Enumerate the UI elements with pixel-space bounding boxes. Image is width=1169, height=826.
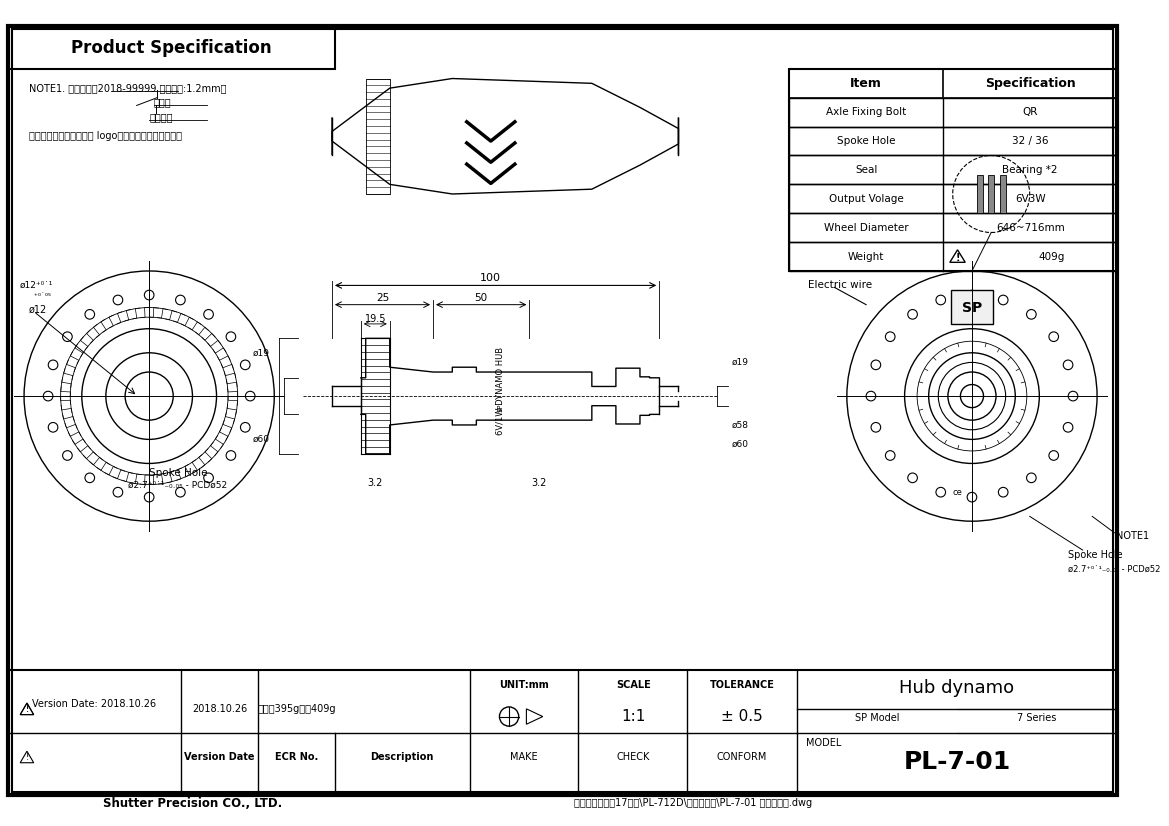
Text: NOTE1: NOTE1 (1116, 530, 1149, 541)
Text: 50: 50 (475, 293, 487, 303)
Text: Electric wire: Electric wire (809, 280, 872, 291)
Text: 雷刻方式：正反兩面不同 logo，雷刻圖樣須符合圖面。: 雷刻方式：正反兩面不同 logo，雷刻圖樣須符合圖面。 (29, 131, 182, 141)
Text: ce: ce (953, 488, 962, 496)
Text: 3.2: 3.2 (367, 477, 383, 487)
Text: 設計部機構設計17系列\PL-712D\產品規格圖\PL-7-01 成品規格圖.dwg: 設計部機構設計17系列\PL-712D\產品規格圖\PL-7-01 成品規格圖.… (574, 798, 812, 808)
Bar (789, 69, 1118, 97)
Text: QR: QR (1023, 107, 1038, 117)
Bar (789, 126, 1118, 155)
Bar (789, 213, 1118, 242)
Bar (789, 242, 1118, 271)
Bar (8, 26, 334, 69)
Text: Wheel Diameter: Wheel Diameter (824, 223, 908, 233)
Bar (789, 69, 1118, 271)
Text: PL-7-01: PL-7-01 (904, 750, 1011, 774)
Text: ø19: ø19 (732, 358, 748, 367)
Text: 6V/1W DYNAMO HUB: 6V/1W DYNAMO HUB (496, 347, 505, 435)
Text: Version Date: Version Date (185, 752, 255, 762)
Bar (789, 184, 1118, 213)
Text: ø58: ø58 (732, 420, 748, 430)
Bar (789, 97, 1118, 126)
Text: Product Specification: Product Specification (71, 39, 271, 57)
Text: Spoke Hole: Spoke Hole (1068, 550, 1122, 560)
Bar (366, 78, 389, 194)
Text: Description: Description (371, 752, 434, 762)
Text: !: ! (26, 705, 28, 714)
Text: 32 / 36: 32 / 36 (1012, 136, 1049, 146)
Text: Spoke Hole: Spoke Hole (837, 136, 895, 146)
Text: SP Model: SP Model (855, 714, 899, 724)
Text: SP: SP (498, 403, 504, 412)
Text: ø2.7⁺⁰˙¹₋₀.₀₅ - PCDø52: ø2.7⁺⁰˙¹₋₀.₀₅ - PCDø52 (129, 481, 228, 490)
Text: ± 0.5: ± 0.5 (721, 709, 763, 724)
Text: MODEL: MODEL (807, 738, 842, 748)
Text: 19.5: 19.5 (365, 314, 386, 324)
Text: 重量由395g變更409g: 重量由395g變更409g (257, 704, 336, 714)
Text: 646~716mm: 646~716mm (996, 223, 1065, 233)
Text: Specification: Specification (984, 77, 1075, 90)
Text: Shutter Precision CO., LTD.: Shutter Precision CO., LTD. (103, 796, 282, 809)
Text: 7 Series: 7 Series (1017, 714, 1057, 724)
Text: 出廠年份: 出廠年份 (150, 112, 173, 122)
Text: !: ! (26, 705, 28, 714)
Text: TOLERANCE: TOLERANCE (710, 680, 774, 690)
Text: ø2.7⁺⁰˙¹₋₀.₀₅ - PCDø52: ø2.7⁺⁰˙¹₋₀.₀₅ - PCDø52 (1068, 565, 1161, 574)
Text: MAKE: MAKE (510, 752, 538, 762)
Bar (988, 175, 994, 213)
Text: ⁺⁰˙⁰⁵: ⁺⁰˙⁰⁵ (29, 292, 51, 301)
Text: !: ! (26, 753, 28, 762)
Text: Item: Item (850, 77, 883, 90)
Text: Output Volage: Output Volage (829, 194, 904, 204)
Text: 1:1: 1:1 (621, 709, 645, 724)
Text: ø60: ø60 (732, 439, 748, 449)
Text: Seal: Seal (855, 165, 877, 175)
Bar (789, 155, 1118, 184)
Text: ø12⁺⁰˙¹: ø12⁺⁰˙¹ (19, 281, 53, 290)
Bar (999, 175, 1005, 213)
Text: 3.2: 3.2 (531, 477, 547, 487)
Text: SP: SP (962, 301, 982, 315)
Text: ø60: ø60 (253, 435, 270, 444)
Text: ø12: ø12 (29, 305, 47, 315)
Text: 流水號: 流水號 (154, 97, 172, 107)
Text: ø19: ø19 (253, 349, 270, 358)
Text: Hub dynamo: Hub dynamo (899, 679, 1015, 696)
Text: 409g: 409g (1038, 252, 1065, 262)
Text: SCALE: SCALE (616, 680, 651, 690)
Text: NOTE1. 出廠序號：2018-99999 字型大小:1.2mm。: NOTE1. 出廠序號：2018-99999 字型大小:1.2mm。 (29, 83, 227, 93)
Bar (950, 290, 994, 324)
Text: ECR No.: ECR No. (275, 752, 318, 762)
Text: Weight: Weight (848, 252, 884, 262)
Text: 2018.10.26: 2018.10.26 (192, 704, 247, 714)
Text: Axle Fixing Bolt: Axle Fixing Bolt (826, 107, 906, 117)
Text: Spoke Hole: Spoke Hole (148, 468, 207, 478)
Text: CONFORM: CONFORM (717, 752, 767, 762)
Text: Version Date: 2018.10.26: Version Date: 2018.10.26 (33, 699, 157, 709)
Text: 6V3W: 6V3W (1015, 194, 1045, 204)
Text: CHECK: CHECK (616, 752, 650, 762)
Text: UNIT:mm: UNIT:mm (499, 680, 548, 690)
Text: !: ! (955, 253, 960, 263)
Text: 100: 100 (480, 273, 502, 282)
Text: 25: 25 (376, 293, 389, 303)
Text: Bearing *2: Bearing *2 (1003, 165, 1058, 175)
Bar (977, 175, 983, 213)
